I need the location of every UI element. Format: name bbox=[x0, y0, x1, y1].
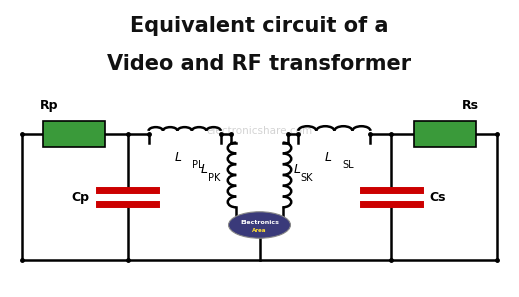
Text: SL: SL bbox=[342, 160, 354, 170]
Text: $L$: $L$ bbox=[324, 151, 332, 165]
Text: PL: PL bbox=[193, 160, 204, 170]
Text: SK: SK bbox=[301, 173, 313, 183]
Text: Electronics: Electronics bbox=[240, 219, 279, 225]
Ellipse shape bbox=[228, 212, 291, 238]
Bar bbox=[43, 121, 105, 147]
Text: $L$: $L$ bbox=[293, 162, 301, 176]
Text: PK: PK bbox=[208, 173, 220, 183]
Text: Cp: Cp bbox=[71, 191, 89, 203]
Text: Area: Area bbox=[252, 228, 267, 233]
Text: $L$: $L$ bbox=[200, 162, 208, 176]
Text: Cs: Cs bbox=[430, 191, 446, 203]
Text: Rs: Rs bbox=[462, 99, 479, 112]
Text: electronicshare.com: electronicshare.com bbox=[207, 126, 312, 136]
Text: Video and RF transformer: Video and RF transformer bbox=[107, 54, 412, 74]
Text: $L$: $L$ bbox=[174, 151, 183, 165]
Bar bbox=[414, 121, 476, 147]
Text: Rp: Rp bbox=[40, 99, 59, 112]
Text: Equivalent circuit of a: Equivalent circuit of a bbox=[130, 16, 389, 36]
